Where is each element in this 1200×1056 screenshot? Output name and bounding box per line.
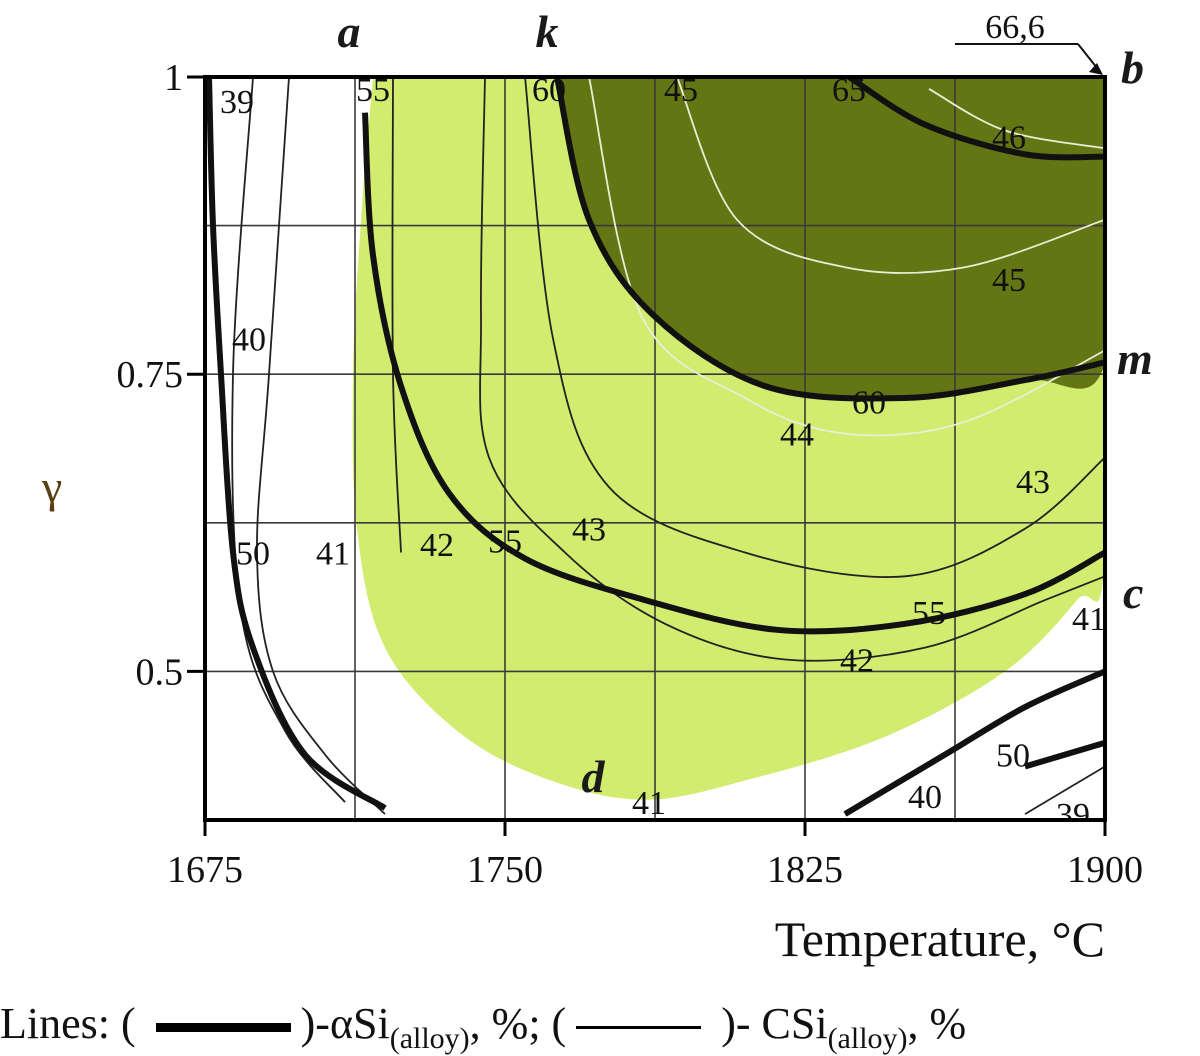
contour-label-15: 43 <box>1016 464 1050 501</box>
thin-contour-42-3 <box>479 77 1105 662</box>
legend-c-label: )- CSi <box>721 999 828 1048</box>
contour-label-16: 55 <box>912 595 946 632</box>
annotation-66-6: 66,6 <box>985 9 1045 46</box>
thick-contour-65-3 <box>847 77 1105 161</box>
x-axis-label: Temperature, °C <box>775 911 1105 967</box>
thin-contour-45-6 <box>676 77 1105 275</box>
y-tick-label-0: 0.5 <box>136 651 184 693</box>
thin-contour-39-8 <box>1024 765 1105 815</box>
y-tick-label-1: 0.75 <box>117 354 184 396</box>
legend-alpha-unit: , %; ( <box>469 999 567 1048</box>
contour-label-11: 46 <box>992 119 1026 156</box>
region-dark-green <box>557 77 1105 399</box>
point-label-m: m <box>1117 333 1153 384</box>
x-tick-label-0: 1675 <box>167 849 243 891</box>
y-tick-label-2: 1 <box>164 57 183 99</box>
legend-c-subscript: (alloy) <box>827 1021 908 1055</box>
contour-label-21: 40 <box>908 779 942 816</box>
thin-contour-44-5 <box>588 77 1105 437</box>
contour-label-9: 45 <box>664 72 698 109</box>
x-tick-label-1: 1750 <box>467 849 543 891</box>
contour-label-0: 39 <box>220 84 254 121</box>
contour-label-17: 42 <box>840 643 874 680</box>
plot-frame <box>203 75 1107 822</box>
plot-area: 39 40 50 55 41 42 55 43 60 45 65 46 45 60 44 43 55 42 41 41… <box>205 72 1106 834</box>
thin-contour-43-4 <box>524 77 1105 578</box>
legend-alpha-subscript: (alloy) <box>389 1021 470 1055</box>
legend-c-unit: , % <box>907 999 967 1048</box>
contour-label-4: 41 <box>316 536 350 573</box>
thick-contour-60-2 <box>554 77 1105 402</box>
annotation-arrowhead <box>1089 63 1103 75</box>
contour-label-1: 40 <box>232 322 266 359</box>
contour-label-3: 55 <box>356 72 390 109</box>
contour-label-7: 43 <box>572 512 606 549</box>
thin-contour-40-1 <box>256 77 386 815</box>
contour-label-5: 42 <box>420 527 454 564</box>
point-label-c: c <box>1123 567 1143 618</box>
point-label-b: b <box>1121 42 1144 93</box>
thick-contour-50-0 <box>206 77 387 811</box>
contour-label-10: 65 <box>832 72 866 109</box>
contour-chart: 39 40 50 55 41 42 55 43 60 45 65 46 45 60 44 43 55 42 41 41… <box>41 6 1153 967</box>
contour-label-13: 60 <box>852 385 886 422</box>
thin-contour-39-0 <box>231 77 346 803</box>
thick-contour-50-5 <box>1024 739 1105 770</box>
y-axis-label: γ <box>41 461 62 512</box>
legend-thick-line-swatch <box>155 1023 291 1033</box>
axes: 1675 1750 1825 1900 0.5 0.75 1 a k b m c d 66,6 <box>117 6 1153 891</box>
contour-label-8: 60 <box>532 72 566 109</box>
point-label-d: d <box>582 751 606 802</box>
contour-label-20: 50 <box>996 738 1030 775</box>
contour-label-18: 41 <box>1072 601 1106 638</box>
contour-label-2: 50 <box>236 536 270 573</box>
point-label-a: a <box>338 6 361 57</box>
thick-contour-55-1 <box>362 112 1105 635</box>
contour-label-22: 39 <box>1056 797 1090 834</box>
contour-label-12: 45 <box>992 262 1026 299</box>
x-tick-label-2: 1825 <box>767 849 843 891</box>
contour-label-19: 41 <box>632 785 666 822</box>
thick-contour-40-4 <box>843 668 1105 817</box>
thin-contour-46-7 <box>928 88 1105 150</box>
contour-label-6: 55 <box>488 524 522 561</box>
plot-content: 39 40 50 55 41 42 55 43 60 45 65 46 45 60 44 43 55 42 41 41… <box>205 72 1106 834</box>
legend-thin-line-swatch <box>576 1026 702 1030</box>
legend-prefix: Lines: ( <box>0 999 136 1048</box>
point-label-k: k <box>536 6 559 57</box>
legend: Lines: ()-αSi(alloy), %; ()- CSi(alloy),… <box>0 998 1200 1056</box>
contour-label-14: 44 <box>780 417 814 454</box>
x-tick-label-3: 1900 <box>1067 849 1143 891</box>
legend-alpha-label: )-αSi <box>300 999 390 1048</box>
